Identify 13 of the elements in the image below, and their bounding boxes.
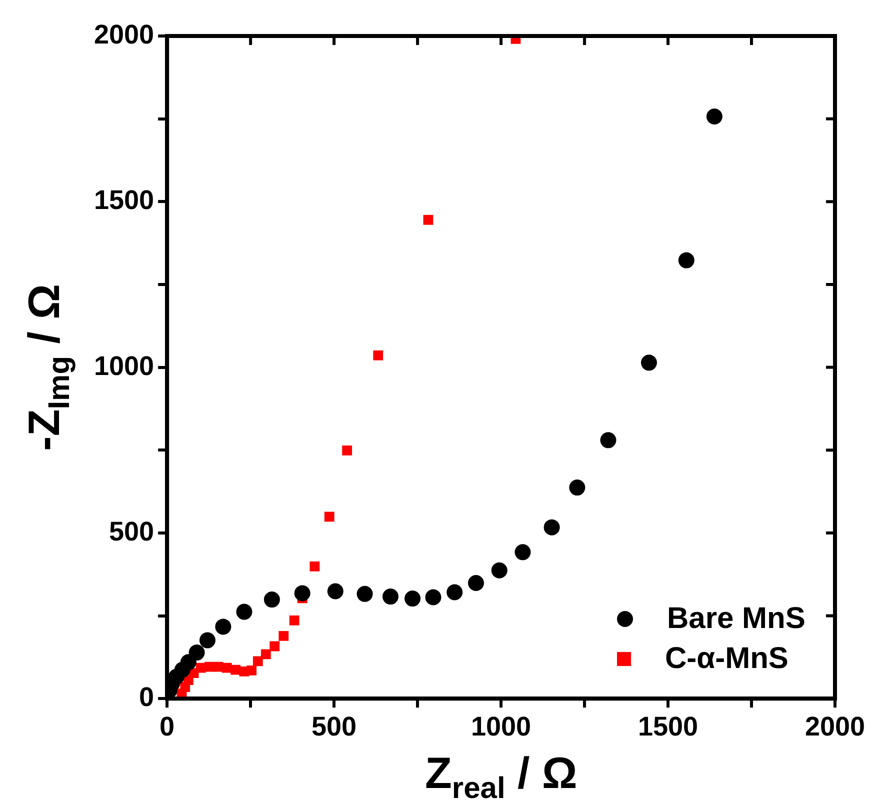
legend-label: C-α-MnS: [665, 642, 788, 676]
legend-label: Bare MnS: [667, 602, 806, 636]
y-tick-label: 1000: [94, 350, 154, 381]
y-tick-label: 0: [139, 682, 154, 712]
x-axis-title: Z$_{real}$ / Ω: [425, 748, 578, 806]
x-tick-label: 1500: [638, 711, 698, 742]
x-tick-label: 2000: [804, 711, 866, 742]
y-tick-label: 2000: [94, 19, 154, 50]
y-tick-label: 500: [109, 516, 154, 546]
y-tick-label: 1500: [94, 185, 154, 216]
x-tick-label: 1000: [470, 711, 532, 742]
x-tick-label: 0: [160, 711, 175, 742]
x-tick-label: 500: [312, 711, 357, 742]
